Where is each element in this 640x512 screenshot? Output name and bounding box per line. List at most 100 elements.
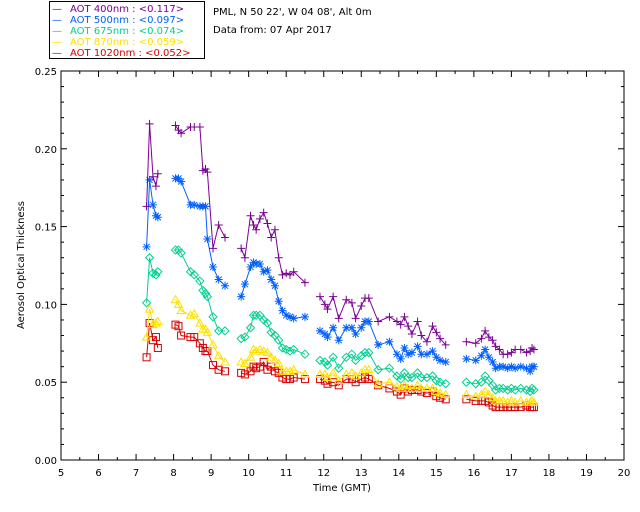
series-line — [240, 211, 306, 283]
data-point-diamond — [202, 291, 213, 302]
legend-label: AOT 675nm : <0.074> — [70, 26, 185, 37]
data-point-triangle — [461, 389, 472, 399]
data-point-plus — [441, 340, 450, 349]
series-aot-675nm — [141, 245, 539, 397]
data-point-plus — [342, 295, 351, 304]
data-point-plus — [259, 208, 268, 217]
data-point-square — [214, 365, 223, 374]
data-point-plus — [432, 328, 441, 337]
data-point-triangle — [152, 316, 163, 326]
data-point-diamond — [334, 363, 344, 373]
data-point-triangle — [266, 352, 277, 361]
data-point-asterisk — [428, 347, 437, 356]
data-point-triangle — [151, 318, 161, 327]
data-point-triangle — [506, 395, 517, 405]
data-point-asterisk — [201, 202, 210, 211]
data-point-diamond — [220, 326, 230, 336]
data-point-plus — [436, 334, 445, 343]
legend-label: AOT 870nm : <0.059> — [70, 37, 185, 48]
data-point-square — [259, 357, 268, 366]
data-point-diamond — [195, 276, 205, 286]
data-point-asterisk — [511, 364, 520, 373]
legend-label: AOT 1020nm : <0.052> — [70, 48, 191, 59]
data-point-triangle — [236, 356, 247, 366]
data-point-triangle — [315, 369, 325, 378]
data-point-triangle — [416, 383, 427, 392]
data-point-square — [462, 395, 471, 404]
legend-line-icon: — — [52, 26, 66, 37]
data-point-triangle — [322, 372, 333, 382]
data-point-plus — [462, 337, 471, 346]
data-point-asterisk — [274, 297, 283, 306]
data-point-plus — [214, 221, 223, 230]
x-tick-label: 5 — [58, 468, 64, 479]
data-point-diamond — [236, 333, 246, 344]
data-point-diamond — [510, 385, 520, 395]
data-point-triangle — [498, 395, 509, 405]
data-point-triangle — [262, 347, 273, 357]
data-point-diamond — [153, 267, 163, 277]
data-point-triangle — [392, 381, 402, 391]
y-tick-label: 0.05 — [35, 378, 57, 389]
plot-frame — [60, 70, 625, 461]
data-point-asterisk — [142, 242, 151, 251]
data-point-diamond — [288, 344, 299, 355]
data-point-asterisk — [477, 351, 486, 360]
y-tick-label: 0.10 — [35, 300, 57, 311]
data-point-asterisk — [177, 177, 186, 186]
data-point-asterisk — [334, 336, 343, 345]
data-point-asterisk — [329, 323, 338, 332]
data-point-triangle — [484, 389, 494, 399]
data-point-asterisk — [246, 263, 255, 272]
data-point-diamond — [516, 383, 526, 394]
data-point-asterisk — [190, 200, 199, 209]
series-aot-400nm — [142, 119, 538, 359]
data-point-plus — [400, 312, 409, 321]
legend-entry-675nm: — AOT 675nm : <0.074> — [52, 26, 184, 38]
data-point-asterisk — [221, 281, 230, 290]
data-point-square — [249, 362, 258, 371]
data-point-triangle — [373, 378, 384, 388]
data-point-asterisk — [289, 314, 298, 323]
data-point-asterisk — [209, 263, 218, 272]
data-point-plus — [249, 221, 258, 230]
data-point-asterisk — [516, 362, 525, 371]
data-point-diamond — [170, 245, 181, 255]
data-point-diamond — [213, 326, 224, 336]
data-point-plus — [477, 334, 486, 343]
data-point-triangle — [202, 327, 213, 336]
data-point-plus — [320, 300, 329, 309]
x-tick-label: 19 — [580, 468, 593, 479]
x-tick-label: 10 — [242, 468, 255, 479]
data-point-square — [177, 331, 186, 340]
data-point-plus — [278, 270, 287, 279]
data-point-plus — [374, 317, 383, 326]
data-point-square — [342, 375, 351, 384]
data-point-diamond — [341, 352, 351, 363]
data-point-plus — [413, 317, 422, 326]
data-point-plus — [171, 121, 180, 130]
data-point-plus — [255, 214, 264, 223]
data-point-triangle — [141, 332, 152, 341]
y-tick-label: 0.25 — [35, 67, 57, 78]
data-point-asterisk — [462, 354, 471, 363]
data-point-square — [209, 361, 218, 370]
y-tick-label: 0.00 — [35, 456, 57, 467]
data-point-asterisk — [153, 213, 162, 222]
data-point-plus — [282, 269, 291, 278]
y-axis-label: Aerosol Optical Thickness — [16, 201, 27, 329]
data-point-plus — [195, 123, 204, 132]
data-point-square — [422, 389, 431, 398]
data-point-diamond — [407, 372, 417, 383]
data-point-plus — [263, 219, 272, 228]
series-line — [319, 376, 446, 400]
legend-line-icon: — — [52, 15, 66, 26]
data-point-asterisk — [422, 350, 431, 359]
data-point-plus — [481, 326, 490, 335]
data-point-diamond — [300, 349, 310, 359]
legend-line-icon: — — [52, 4, 66, 15]
x-tick-label: 16 — [467, 468, 480, 479]
series-line — [241, 314, 306, 355]
data-point-square — [151, 333, 160, 342]
data-point-square — [203, 347, 212, 356]
